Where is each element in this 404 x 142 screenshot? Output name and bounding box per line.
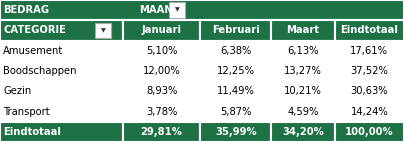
Bar — [271, 20, 335, 41]
Bar — [200, 122, 271, 142]
Text: 13,27%: 13,27% — [284, 66, 322, 76]
Text: 30,63%: 30,63% — [350, 86, 388, 96]
Bar — [271, 122, 335, 142]
Text: 8,93%: 8,93% — [146, 86, 177, 96]
Bar — [271, 61, 335, 81]
Bar — [0, 101, 123, 122]
Bar — [335, 61, 404, 81]
Bar — [0, 61, 123, 81]
Text: 100,00%: 100,00% — [345, 127, 393, 137]
Text: 37,52%: 37,52% — [350, 66, 388, 76]
Text: 35,99%: 35,99% — [215, 127, 257, 137]
Bar — [0, 122, 123, 142]
Bar — [169, 2, 185, 18]
Bar — [200, 41, 271, 61]
Bar — [0, 20, 123, 41]
Bar — [123, 61, 200, 81]
Text: Eindtotaal: Eindtotaal — [340, 25, 398, 35]
Text: 17,61%: 17,61% — [350, 46, 388, 56]
Text: MAAND: MAAND — [139, 5, 181, 15]
Bar — [0, 0, 404, 20]
Bar — [335, 101, 404, 122]
Bar — [335, 122, 404, 142]
Text: 3,78%: 3,78% — [146, 107, 177, 117]
Bar — [271, 81, 335, 101]
Bar — [200, 101, 271, 122]
Bar — [200, 20, 271, 41]
Bar — [95, 23, 111, 38]
Text: 34,20%: 34,20% — [282, 127, 324, 137]
Text: 6,13%: 6,13% — [287, 46, 319, 56]
Bar — [200, 61, 271, 81]
Bar — [271, 101, 335, 122]
Text: 11,49%: 11,49% — [217, 86, 255, 96]
Text: CATEGORIE: CATEGORIE — [3, 25, 66, 35]
Text: 29,81%: 29,81% — [141, 127, 183, 137]
Text: Eindtotaal: Eindtotaal — [3, 127, 61, 137]
Text: 12,25%: 12,25% — [217, 66, 255, 76]
Text: 14,24%: 14,24% — [350, 107, 388, 117]
Text: 10,21%: 10,21% — [284, 86, 322, 96]
Text: 5,10%: 5,10% — [146, 46, 177, 56]
Text: ▼: ▼ — [101, 28, 105, 33]
Text: Februari: Februari — [212, 25, 260, 35]
Text: Gezin: Gezin — [3, 86, 32, 96]
Text: Maart: Maart — [286, 25, 320, 35]
Bar — [271, 41, 335, 61]
Bar — [123, 81, 200, 101]
Text: Boodschappen: Boodschappen — [3, 66, 77, 76]
Bar — [123, 101, 200, 122]
Text: BEDRAG: BEDRAG — [3, 5, 49, 15]
Text: ▼: ▼ — [175, 8, 179, 13]
Text: 4,59%: 4,59% — [287, 107, 319, 117]
Text: 5,87%: 5,87% — [220, 107, 251, 117]
Bar — [335, 81, 404, 101]
Bar — [335, 20, 404, 41]
Text: Januari: Januari — [141, 25, 182, 35]
Bar — [0, 41, 123, 61]
Text: 12,00%: 12,00% — [143, 66, 181, 76]
Bar — [335, 41, 404, 61]
Text: Amusement: Amusement — [3, 46, 63, 56]
Bar — [123, 122, 200, 142]
Bar — [200, 81, 271, 101]
Text: 6,38%: 6,38% — [220, 46, 251, 56]
Bar — [123, 20, 200, 41]
Bar — [0, 81, 123, 101]
Text: Transport: Transport — [3, 107, 50, 117]
Bar — [123, 41, 200, 61]
